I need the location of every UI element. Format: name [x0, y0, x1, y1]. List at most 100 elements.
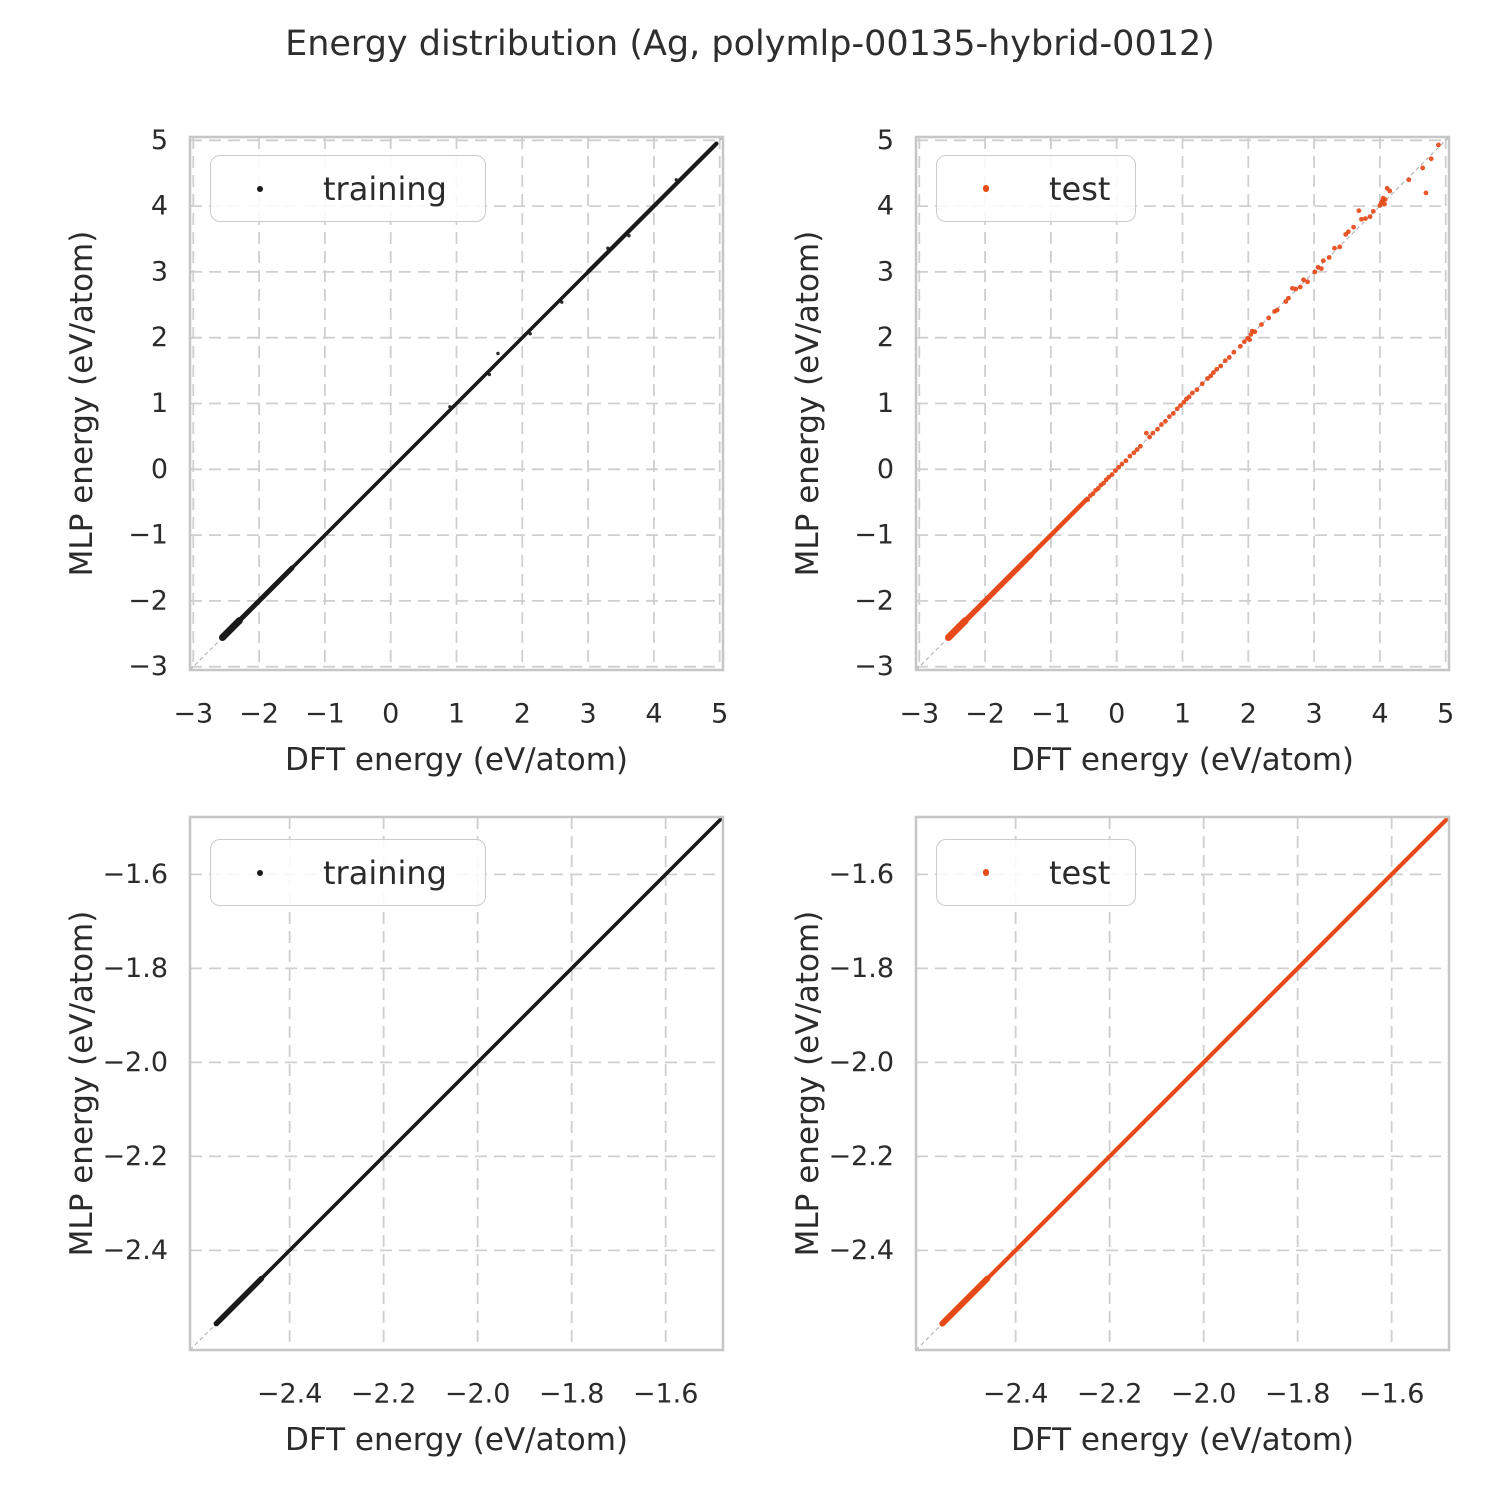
y-tick-label: −1.6 — [102, 859, 168, 890]
test-point — [1085, 497, 1091, 502]
test-point — [1428, 156, 1434, 162]
x-tick-label: 0 — [382, 699, 399, 730]
subplot-test-full-range: −3 −2 −1 0 1 2 3 4 5 −3 −2 −1 0 1 2 3 4 5 DFT energy (eV/a… — [790, 125, 1454, 778]
y-tick-label: −2.2 — [828, 1141, 894, 1172]
data-layer — [916, 817, 1449, 1350]
test-dense-band — [939, 1275, 991, 1327]
test-point — [1112, 468, 1118, 474]
y-tick-label: −2.2 — [102, 1141, 168, 1172]
data-layer — [190, 817, 723, 1350]
test-marker-icon — [983, 185, 990, 192]
test-point — [1283, 299, 1289, 304]
y-axis-label: MLP energy (eV/atom) — [64, 231, 100, 577]
test-point — [1259, 322, 1264, 327]
test-point — [1194, 387, 1200, 393]
test-point — [1266, 315, 1272, 321]
y-axis-label: MLP energy (eV/atom) — [790, 231, 826, 577]
test-marker-icon — [983, 869, 990, 876]
test-point — [1119, 461, 1125, 467]
tick-labels: −2.4 −2.2 −2.0 −1.8 −1.6 −2.4 −2.2 −2.0 −1.8 −1.6 — [828, 859, 1424, 1410]
test-point — [1332, 245, 1337, 251]
training-dense-band — [213, 1275, 265, 1327]
training-point — [496, 351, 500, 356]
x-tick-label: −3 — [899, 699, 939, 730]
training-marker-icon — [257, 185, 263, 192]
x-tick-label: 4 — [645, 699, 662, 730]
test-point — [1116, 464, 1122, 470]
training-point — [674, 178, 678, 182]
test-point — [1326, 255, 1332, 260]
test-point — [1134, 447, 1140, 452]
test-point — [1318, 266, 1324, 272]
y-tick-label: −2.0 — [828, 1047, 894, 1078]
training-marker-icon — [257, 869, 263, 876]
y-tick-label: −1.6 — [828, 859, 894, 890]
data-layer — [190, 137, 723, 670]
x-tick-label: 3 — [580, 699, 597, 730]
test-dense-band — [985, 817, 1449, 1281]
test-point — [1095, 485, 1101, 491]
test-point — [1181, 399, 1187, 405]
test-point — [1147, 434, 1152, 440]
test-point — [1423, 190, 1429, 196]
y-tick-label: 5 — [151, 125, 168, 156]
x-axis-label: DFT energy (eV/atom) — [1011, 742, 1354, 778]
y-tick-label: −2.0 — [102, 1047, 168, 1078]
y-tick-label: −1 — [128, 520, 168, 551]
test-point — [1211, 370, 1216, 375]
axes-spines — [188, 135, 725, 672]
grid-lines — [190, 137, 723, 670]
test-point — [1359, 216, 1364, 222]
y-tick-label: 1 — [877, 388, 894, 419]
grid-lines — [916, 817, 1449, 1350]
y-tick-label: 3 — [151, 256, 168, 287]
test-point — [1137, 443, 1143, 449]
training-dense-band — [586, 141, 719, 274]
y-tick-label: 3 — [877, 256, 894, 287]
test-point — [1320, 258, 1326, 264]
test-point — [1123, 458, 1129, 464]
test-point — [1351, 224, 1356, 230]
test-point — [1286, 295, 1291, 301]
legend-label: training — [323, 169, 447, 208]
test-point — [1208, 373, 1214, 379]
y-tick-label: 0 — [877, 454, 894, 485]
y-axis-label: MLP energy (eV/atom) — [790, 911, 826, 1257]
x-tick-label: −1 — [305, 699, 345, 730]
test-point — [1170, 410, 1176, 416]
test-point — [1241, 339, 1247, 345]
test-point — [1222, 358, 1228, 364]
subplot-test-zoomed: −2.4 −2.2 −2.0 −1.8 −1.6 −2.4 −2.2 −2.0 −1.8 −1.6… — [790, 815, 1451, 1458]
y-tick-label: −2.4 — [828, 1235, 894, 1266]
legend-training-bottom: training — [210, 839, 486, 906]
subplot-training-zoomed: −2.4 −2.2 −2.0 −1.8 −1.6 −2.4 −2.2 −2.0 −1.8 −1.6… — [64, 815, 725, 1458]
y-tick-label: −3 — [854, 651, 894, 682]
x-tick-label: −1.6 — [1359, 1379, 1425, 1410]
x-tick-label: −1.6 — [633, 1379, 699, 1410]
y-tick-label: −2 — [128, 585, 168, 616]
test-point — [1218, 363, 1224, 369]
x-tick-label: −2.0 — [1171, 1379, 1237, 1410]
test-point — [1150, 430, 1156, 436]
x-tick-label: 4 — [1371, 699, 1388, 730]
y-tick-label: −1.8 — [828, 953, 894, 984]
axes-spines — [188, 815, 725, 1352]
test-point — [1312, 269, 1318, 275]
legend-training-top: training — [210, 155, 486, 222]
training-point — [627, 234, 631, 238]
test-point — [1131, 450, 1137, 456]
test-point — [1090, 491, 1096, 497]
test-point — [1337, 244, 1343, 250]
test-point — [1162, 418, 1168, 424]
test-point — [1166, 414, 1172, 420]
x-tick-label: 5 — [711, 699, 728, 730]
tick-labels: −3 −2 −1 0 1 2 3 4 5 −3 −2 −1 0 1 2 3 4 5 — [128, 125, 728, 730]
test-point — [1301, 277, 1306, 283]
test-point — [1345, 229, 1351, 235]
x-tick-label: 1 — [1174, 699, 1191, 730]
training-point — [528, 332, 532, 336]
axes-spines — [914, 135, 1451, 672]
test-point — [1382, 201, 1387, 207]
